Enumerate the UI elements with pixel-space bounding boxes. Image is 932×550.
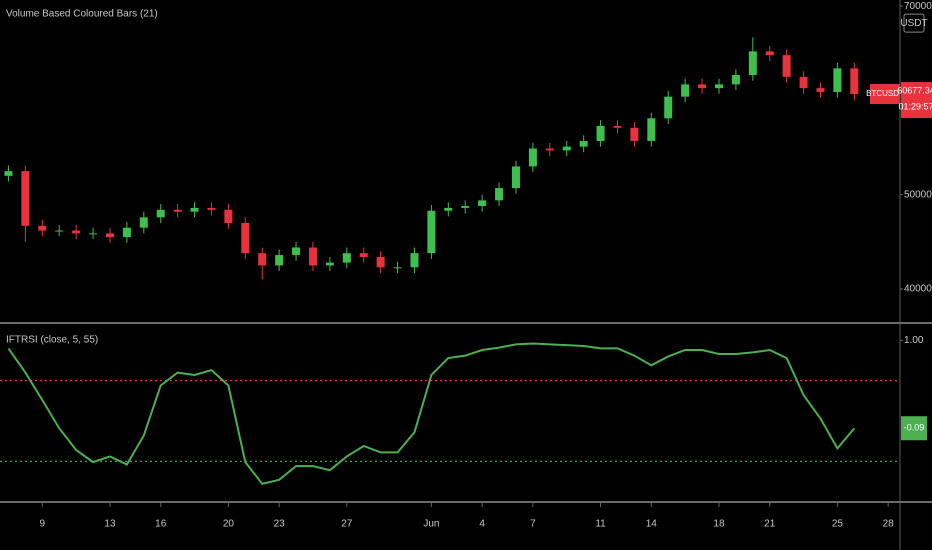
candle-body xyxy=(325,262,334,266)
x-tick-label: Jun xyxy=(423,519,439,530)
candle-body xyxy=(224,209,233,223)
x-tick-label: 18 xyxy=(713,519,725,530)
candle-body xyxy=(850,68,859,95)
candle-body xyxy=(782,55,791,77)
candle-body xyxy=(308,247,317,266)
candle-body xyxy=(21,171,30,226)
candle-body xyxy=(241,222,250,254)
candle-body xyxy=(444,207,453,211)
symbol-tag xyxy=(870,84,900,105)
candle-body xyxy=(511,166,520,189)
unit-box xyxy=(903,13,925,33)
candle-body xyxy=(579,140,588,147)
candle-body xyxy=(258,253,267,266)
x-tick-label: 20 xyxy=(223,519,235,530)
x-tick-label: 9 xyxy=(40,519,46,530)
y-tick-label: 40000.00 xyxy=(904,284,932,295)
x-tick-label: 13 xyxy=(104,519,116,530)
candle-body xyxy=(427,210,436,254)
y-tick-label: 50000.00 xyxy=(904,189,932,200)
candle-body xyxy=(461,206,470,208)
candle-body xyxy=(647,118,656,141)
last-price-label: 60677.34 xyxy=(897,85,932,95)
candle-body xyxy=(630,127,639,141)
candle-body xyxy=(664,96,673,119)
candle-body xyxy=(596,125,605,141)
candle-body xyxy=(393,267,402,269)
candle-body xyxy=(748,51,757,75)
candle-body xyxy=(207,207,216,210)
x-tick-label: 28 xyxy=(883,519,895,530)
candle-body xyxy=(4,171,13,176)
candle-body xyxy=(342,253,351,263)
x-tick-label: 23 xyxy=(274,519,286,530)
indicator-pane-title: IFTRSI (close, 5, 55) xyxy=(6,335,98,346)
candle-body xyxy=(89,233,98,235)
candle-body xyxy=(731,74,740,85)
candle-body xyxy=(55,230,64,232)
value-tag xyxy=(901,416,927,441)
candle-body xyxy=(173,209,182,212)
price-pane-title: Volume Based Coloured Bars (21) xyxy=(6,9,158,20)
candle-body xyxy=(72,230,81,234)
x-tick-label: 11 xyxy=(595,519,606,530)
candle-body xyxy=(562,146,571,151)
candle-body xyxy=(359,253,368,257)
candle-body xyxy=(139,217,148,228)
y-tick-label: 70000.00 xyxy=(904,1,932,12)
x-tick-label: 16 xyxy=(155,519,167,530)
price-tag xyxy=(901,82,932,119)
candle-body xyxy=(698,84,707,89)
candle-body xyxy=(613,125,622,128)
candle-body xyxy=(799,76,808,89)
indicator-line xyxy=(7,342,856,485)
y-tick-label: 1.00 xyxy=(904,335,924,346)
x-tick-label: 21 xyxy=(764,519,776,530)
candle-body xyxy=(681,84,690,97)
last-value-label: -0.09 xyxy=(904,423,925,433)
candle-body xyxy=(156,209,165,218)
x-tick-label: 7 xyxy=(530,519,536,530)
candle-body xyxy=(105,233,114,238)
candle-body xyxy=(410,253,419,268)
candle-body xyxy=(292,247,301,256)
x-tick-label: 14 xyxy=(646,519,658,530)
candle-body xyxy=(545,148,554,151)
candle-body xyxy=(376,256,385,268)
unit-label: USDT xyxy=(900,18,927,29)
candle-body xyxy=(714,84,723,89)
candle-body xyxy=(190,207,199,212)
candle-body xyxy=(478,200,487,207)
candle-body xyxy=(38,225,47,231)
x-tick-label: 25 xyxy=(832,519,844,530)
candle-body xyxy=(122,227,131,238)
candle-body xyxy=(765,51,774,56)
countdown-label: 01:29:57 xyxy=(898,101,932,111)
candle-body xyxy=(275,255,284,266)
symbol-label: BTCUSDT xyxy=(866,89,904,98)
x-tick-label: 4 xyxy=(479,519,485,530)
candle-body xyxy=(528,148,537,167)
candle-body xyxy=(833,68,842,92)
candle-body xyxy=(816,88,825,92)
candle-body xyxy=(495,188,504,201)
x-tick-label: 27 xyxy=(341,519,353,530)
